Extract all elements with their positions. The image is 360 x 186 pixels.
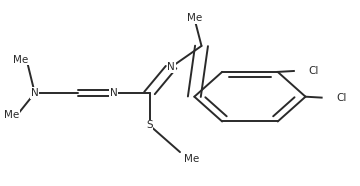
Text: Cl: Cl bbox=[336, 93, 346, 103]
Text: N: N bbox=[167, 62, 175, 72]
Text: Cl: Cl bbox=[308, 66, 319, 76]
Text: Me: Me bbox=[13, 55, 28, 65]
Text: N: N bbox=[31, 88, 39, 98]
Text: Me: Me bbox=[184, 154, 199, 164]
Text: N: N bbox=[110, 88, 117, 98]
Text: S: S bbox=[146, 120, 153, 130]
Text: Me: Me bbox=[4, 110, 19, 120]
Text: Me: Me bbox=[187, 13, 202, 23]
